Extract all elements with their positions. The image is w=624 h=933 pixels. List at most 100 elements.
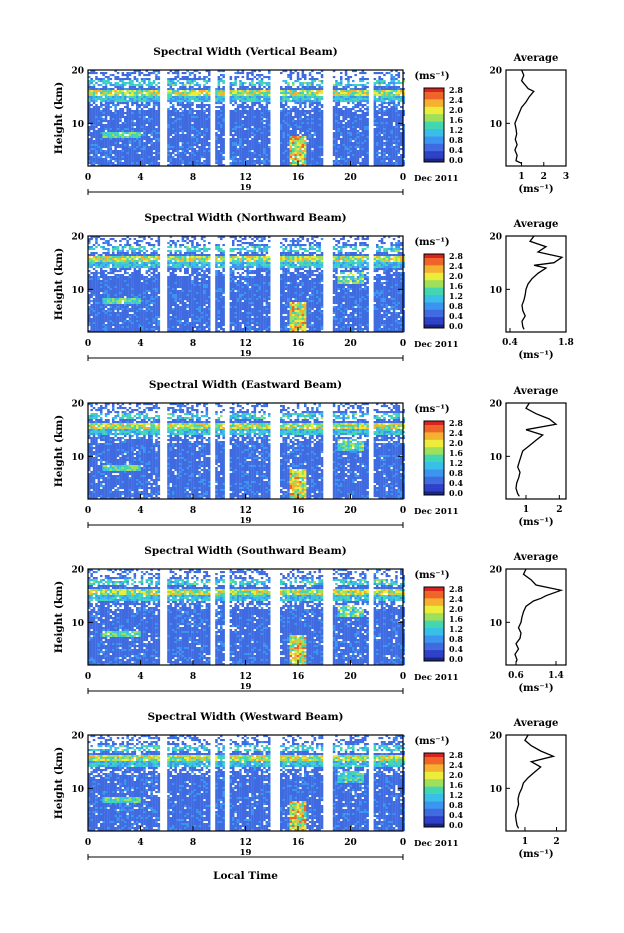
colorbar-tick-label: 1.6: [449, 780, 463, 790]
colorbar-tick-label: 0.4: [449, 810, 463, 820]
colorbar-tick-label: 1.2: [449, 125, 463, 135]
y-tick-label: 10: [71, 619, 84, 629]
colorbar: [424, 421, 444, 495]
y-axis-label: Height (km): [53, 82, 65, 154]
colorbar-tick-label: 1.6: [449, 115, 463, 125]
day-label: 19: [240, 349, 252, 359]
x-tick-label: 8: [190, 339, 196, 349]
panel-title: Spectral Width (Northward Beam): [144, 212, 346, 224]
x-tick-label: 0: [85, 838, 91, 848]
avg-title: Average: [513, 552, 559, 563]
x-tick-label: 12: [239, 339, 252, 349]
avg-x-label: (ms⁻¹): [518, 350, 553, 361]
avg-x-label: (ms⁻¹): [518, 683, 553, 694]
x-tick-label: 16: [292, 506, 305, 516]
panel-title: Spectral Width (Southward Beam): [144, 545, 346, 557]
colorbar-tick-label: 0.4: [449, 644, 463, 654]
avg-profile-line: [516, 735, 554, 828]
colorbar-tick-label: 0.0: [449, 488, 463, 498]
colorbar-tick-label: 1.2: [449, 790, 463, 800]
x-tick-label: 0: [85, 173, 91, 183]
colorbar-tick-label: 2.0: [449, 770, 463, 780]
heatmap: [88, 403, 405, 499]
avg-x-label: (ms⁻¹): [518, 517, 553, 528]
colorbar-tick-label: 2.8: [449, 584, 463, 594]
colorbar-unit: (ms⁻¹): [414, 71, 449, 82]
x-tick-label: 12: [239, 838, 252, 848]
colorbar-tick-label: 2.4: [449, 594, 463, 604]
y-tick-label: 20: [71, 233, 84, 243]
y-tick-label: 10: [71, 120, 84, 130]
day-label: 19: [240, 183, 252, 193]
heatmap: [88, 735, 405, 831]
y-tick-label: 20: [71, 732, 84, 742]
date-label: Dec 2011: [414, 673, 459, 683]
avg-x-label: (ms⁻¹): [518, 849, 553, 860]
avg-x-tick-label: 1: [518, 172, 524, 182]
x-tick-label: 0: [400, 506, 406, 516]
avg-x-tick-label: 3: [563, 172, 569, 182]
colorbar: [424, 587, 444, 661]
colorbar-tick-label: 2.4: [449, 428, 463, 438]
colorbar-tick-label: 2.0: [449, 105, 463, 115]
date-label: Dec 2011: [414, 340, 459, 350]
avg-y-tick-label: 10: [489, 453, 502, 463]
avg-x-label: (ms⁻¹): [518, 184, 553, 195]
avg-y-tick-label: 20: [489, 732, 502, 742]
y-tick-label: 10: [71, 785, 84, 795]
avg-y-tick-label: 20: [489, 233, 502, 243]
panel-5: Spectral Width (Westward Beam)1020Height…: [53, 711, 566, 860]
avg-profile-line: [516, 403, 556, 496]
colorbar-tick-label: 2.4: [449, 261, 463, 271]
avg-x-tick-label: 2: [556, 505, 562, 515]
y-tick-label: 20: [71, 400, 84, 410]
x-tick-label: 20: [344, 838, 357, 848]
x-tick-label: 0: [400, 173, 406, 183]
x-tick-label: 4: [137, 173, 143, 183]
avg-x-tick-label: 1: [522, 837, 528, 847]
x-tick-label: 16: [292, 672, 305, 682]
avg-x-tick-label: 2: [553, 837, 559, 847]
colorbar-unit: (ms⁻¹): [414, 237, 449, 248]
date-label: Dec 2011: [414, 839, 459, 849]
colorbar-tick-label: 0.4: [449, 311, 463, 321]
x-tick-label: 4: [137, 339, 143, 349]
colorbar-tick-label: 0.0: [449, 321, 463, 331]
panel-title: Spectral Width (Westward Beam): [147, 711, 343, 723]
heatmap: [88, 236, 405, 332]
avg-y-tick-label: 20: [489, 67, 502, 77]
x-tick-label: 4: [137, 506, 143, 516]
colorbar-tick-label: 0.8: [449, 634, 463, 644]
avg-frame: [506, 236, 566, 332]
colorbar-tick-label: 1.6: [449, 614, 463, 624]
colorbar: [424, 254, 444, 328]
y-axis-label: Height (km): [53, 747, 65, 819]
colorbar-tick-label: 0.8: [449, 135, 463, 145]
y-axis-label: Height (km): [53, 581, 65, 653]
colorbar-tick-label: 0.0: [449, 155, 463, 165]
avg-x-tick-label: 0.4: [502, 338, 518, 348]
date-label: Dec 2011: [414, 507, 459, 517]
x-tick-label: 16: [292, 339, 305, 349]
x-tick-label: 0: [85, 672, 91, 682]
colorbar-tick-label: 1.2: [449, 458, 463, 468]
colorbar-tick-label: 0.4: [449, 145, 463, 155]
date-label: Dec 2011: [414, 174, 459, 184]
colorbar-tick-label: 2.8: [449, 750, 463, 760]
colorbar-tick-label: 2.8: [449, 251, 463, 261]
day-label: 19: [240, 848, 252, 858]
avg-y-tick-label: 10: [489, 120, 502, 130]
x-tick-label: 16: [292, 173, 305, 183]
x-tick-label: 16: [292, 838, 305, 848]
day-label: 19: [240, 516, 252, 526]
x-tick-label: 12: [239, 672, 252, 682]
colorbar-tick-label: 2.4: [449, 95, 463, 105]
x-tick-label: 8: [190, 672, 196, 682]
colorbar-tick-label: 0.4: [449, 478, 463, 488]
panel-4: Spectral Width (Southward Beam)1020Heigh…: [53, 545, 566, 694]
colorbar-tick-label: 2.4: [449, 760, 463, 770]
avg-y-tick-label: 10: [489, 785, 502, 795]
colorbar-tick-label: 1.6: [449, 448, 463, 458]
x-tick-label: 20: [344, 173, 357, 183]
